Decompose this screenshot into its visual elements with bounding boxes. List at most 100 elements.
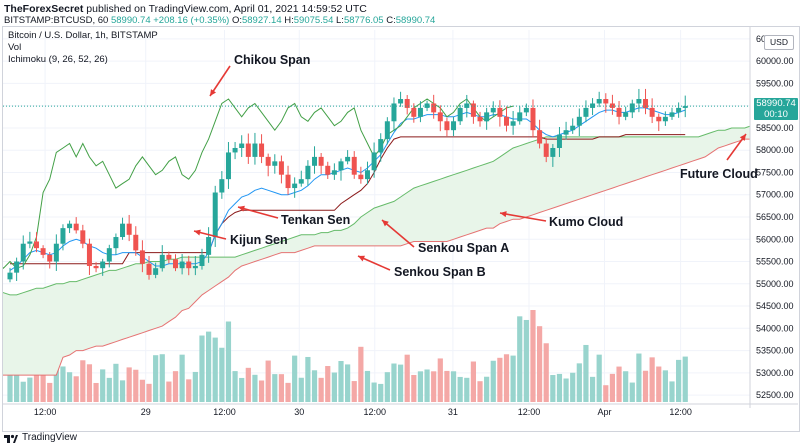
volume-bar xyxy=(225,321,232,402)
volume-bar xyxy=(172,371,179,402)
volume-bar xyxy=(636,353,642,402)
candle-body xyxy=(278,161,284,175)
footer: TradingView xyxy=(4,431,77,444)
candle-body xyxy=(404,99,410,108)
y-tick-label: 56000.00 xyxy=(756,234,794,244)
volume-bar xyxy=(444,370,450,402)
volume-legend[interactable]: Vol xyxy=(8,42,22,53)
candle-body xyxy=(510,121,516,126)
publisher-name[interactable]: TheForexSecret xyxy=(4,3,84,15)
candle-body xyxy=(629,103,635,113)
y-tick-label: 55000.00 xyxy=(756,279,794,289)
annotation-label-chikou: Chikou Span xyxy=(234,53,310,67)
close-label: C: xyxy=(386,15,396,26)
candle-body xyxy=(484,112,490,122)
volume-bar xyxy=(305,356,311,402)
candle-body xyxy=(146,263,152,275)
candle-body xyxy=(325,165,331,175)
volume-bar xyxy=(331,372,337,402)
candle-body xyxy=(93,265,99,269)
ichimoku-legend[interactable]: Ichimoku (9, 26, 52, 26) xyxy=(8,54,108,65)
symbol-label: BITSTAMP:BTCUSD, 60 xyxy=(4,15,109,26)
open-value: 58927.14 xyxy=(241,15,282,26)
candle-body xyxy=(20,243,26,262)
volume-bar xyxy=(338,361,344,402)
candle-body xyxy=(100,261,106,269)
candle-body xyxy=(398,99,404,104)
volume-bar xyxy=(497,357,503,402)
candle-body xyxy=(603,99,609,104)
candle-body xyxy=(464,103,470,108)
candle-body xyxy=(219,179,225,193)
candle-body xyxy=(391,103,397,122)
publish-info: published on TradingView.com, April 01, … xyxy=(86,3,367,15)
volume-bar xyxy=(325,366,331,402)
price-tag-value: 58990.74 xyxy=(756,98,796,109)
candle-body xyxy=(583,107,589,117)
candle-body xyxy=(523,107,529,113)
volume-bar xyxy=(484,376,490,402)
volume-bar xyxy=(589,376,596,402)
volume-bar xyxy=(417,371,424,402)
candle-body xyxy=(14,261,20,273)
volume-bar xyxy=(464,377,470,402)
candle-body xyxy=(437,112,443,122)
candle-body xyxy=(530,107,536,131)
volume-bar xyxy=(133,369,139,402)
volume-bar xyxy=(411,374,417,402)
annotation-arrow-span_a xyxy=(381,219,415,248)
x-tick-label: 12:00 xyxy=(669,407,692,417)
candle-body xyxy=(173,259,178,269)
volume-bar xyxy=(212,337,218,402)
x-tick-label: 31 xyxy=(448,407,458,417)
candle-body xyxy=(67,223,73,229)
volume-bar xyxy=(179,354,185,402)
volume-bar xyxy=(364,370,371,402)
x-tick-label: 12:00 xyxy=(213,407,236,417)
volume-bar xyxy=(563,378,569,402)
x-tick-label: Apr xyxy=(597,407,611,417)
x-tick-label: 30 xyxy=(294,407,304,417)
volume-bar xyxy=(596,354,602,402)
candle-body xyxy=(113,237,119,249)
volume-bar xyxy=(100,369,106,402)
candle-body xyxy=(7,272,13,280)
y-tick-label: 59500.00 xyxy=(756,78,794,88)
candle-body xyxy=(351,156,357,175)
volume-bar xyxy=(450,371,457,402)
plot-area xyxy=(3,30,750,404)
volume-bar xyxy=(397,364,404,402)
volume-bar xyxy=(358,346,364,402)
volume-bar xyxy=(517,316,523,402)
volume-bar xyxy=(642,370,649,402)
currency-button[interactable]: USD xyxy=(764,35,794,50)
annotation-label-kumo: Kumo Cloud xyxy=(549,215,623,229)
volume-bar xyxy=(537,326,543,402)
candle-body xyxy=(570,125,576,131)
price-tag-countdown: 00:10 xyxy=(764,109,788,120)
high-label: H: xyxy=(284,15,294,26)
volume-bar xyxy=(159,354,165,402)
candle-body xyxy=(497,107,503,117)
candle-body xyxy=(556,134,562,148)
y-tick-label: 52500.00 xyxy=(756,390,794,400)
candle-body xyxy=(192,265,198,269)
annotation-arrowhead-chikou xyxy=(210,89,217,96)
volume-bar xyxy=(14,367,20,402)
candle-body xyxy=(371,152,377,171)
y-tick-label: 58000.00 xyxy=(756,145,794,155)
open-label: O: xyxy=(231,15,242,26)
annotation-arrowhead-span_a xyxy=(382,220,389,227)
kumo-cloud-fill xyxy=(3,126,750,376)
volume-bar xyxy=(371,382,377,402)
volume-bar xyxy=(662,370,668,402)
footer-brand[interactable]: TradingView xyxy=(22,432,78,443)
candle-body xyxy=(338,161,344,171)
volume-bar xyxy=(113,363,119,402)
candle-body xyxy=(298,179,304,184)
annotation-label-tenkan: Tenkan Sen xyxy=(281,213,350,227)
ohlc-line: BITSTAMP:BTCUSD, 60 58990.74 +208.16 (+0… xyxy=(4,15,435,26)
volume-bar xyxy=(7,369,13,402)
volume-bar xyxy=(318,377,324,402)
